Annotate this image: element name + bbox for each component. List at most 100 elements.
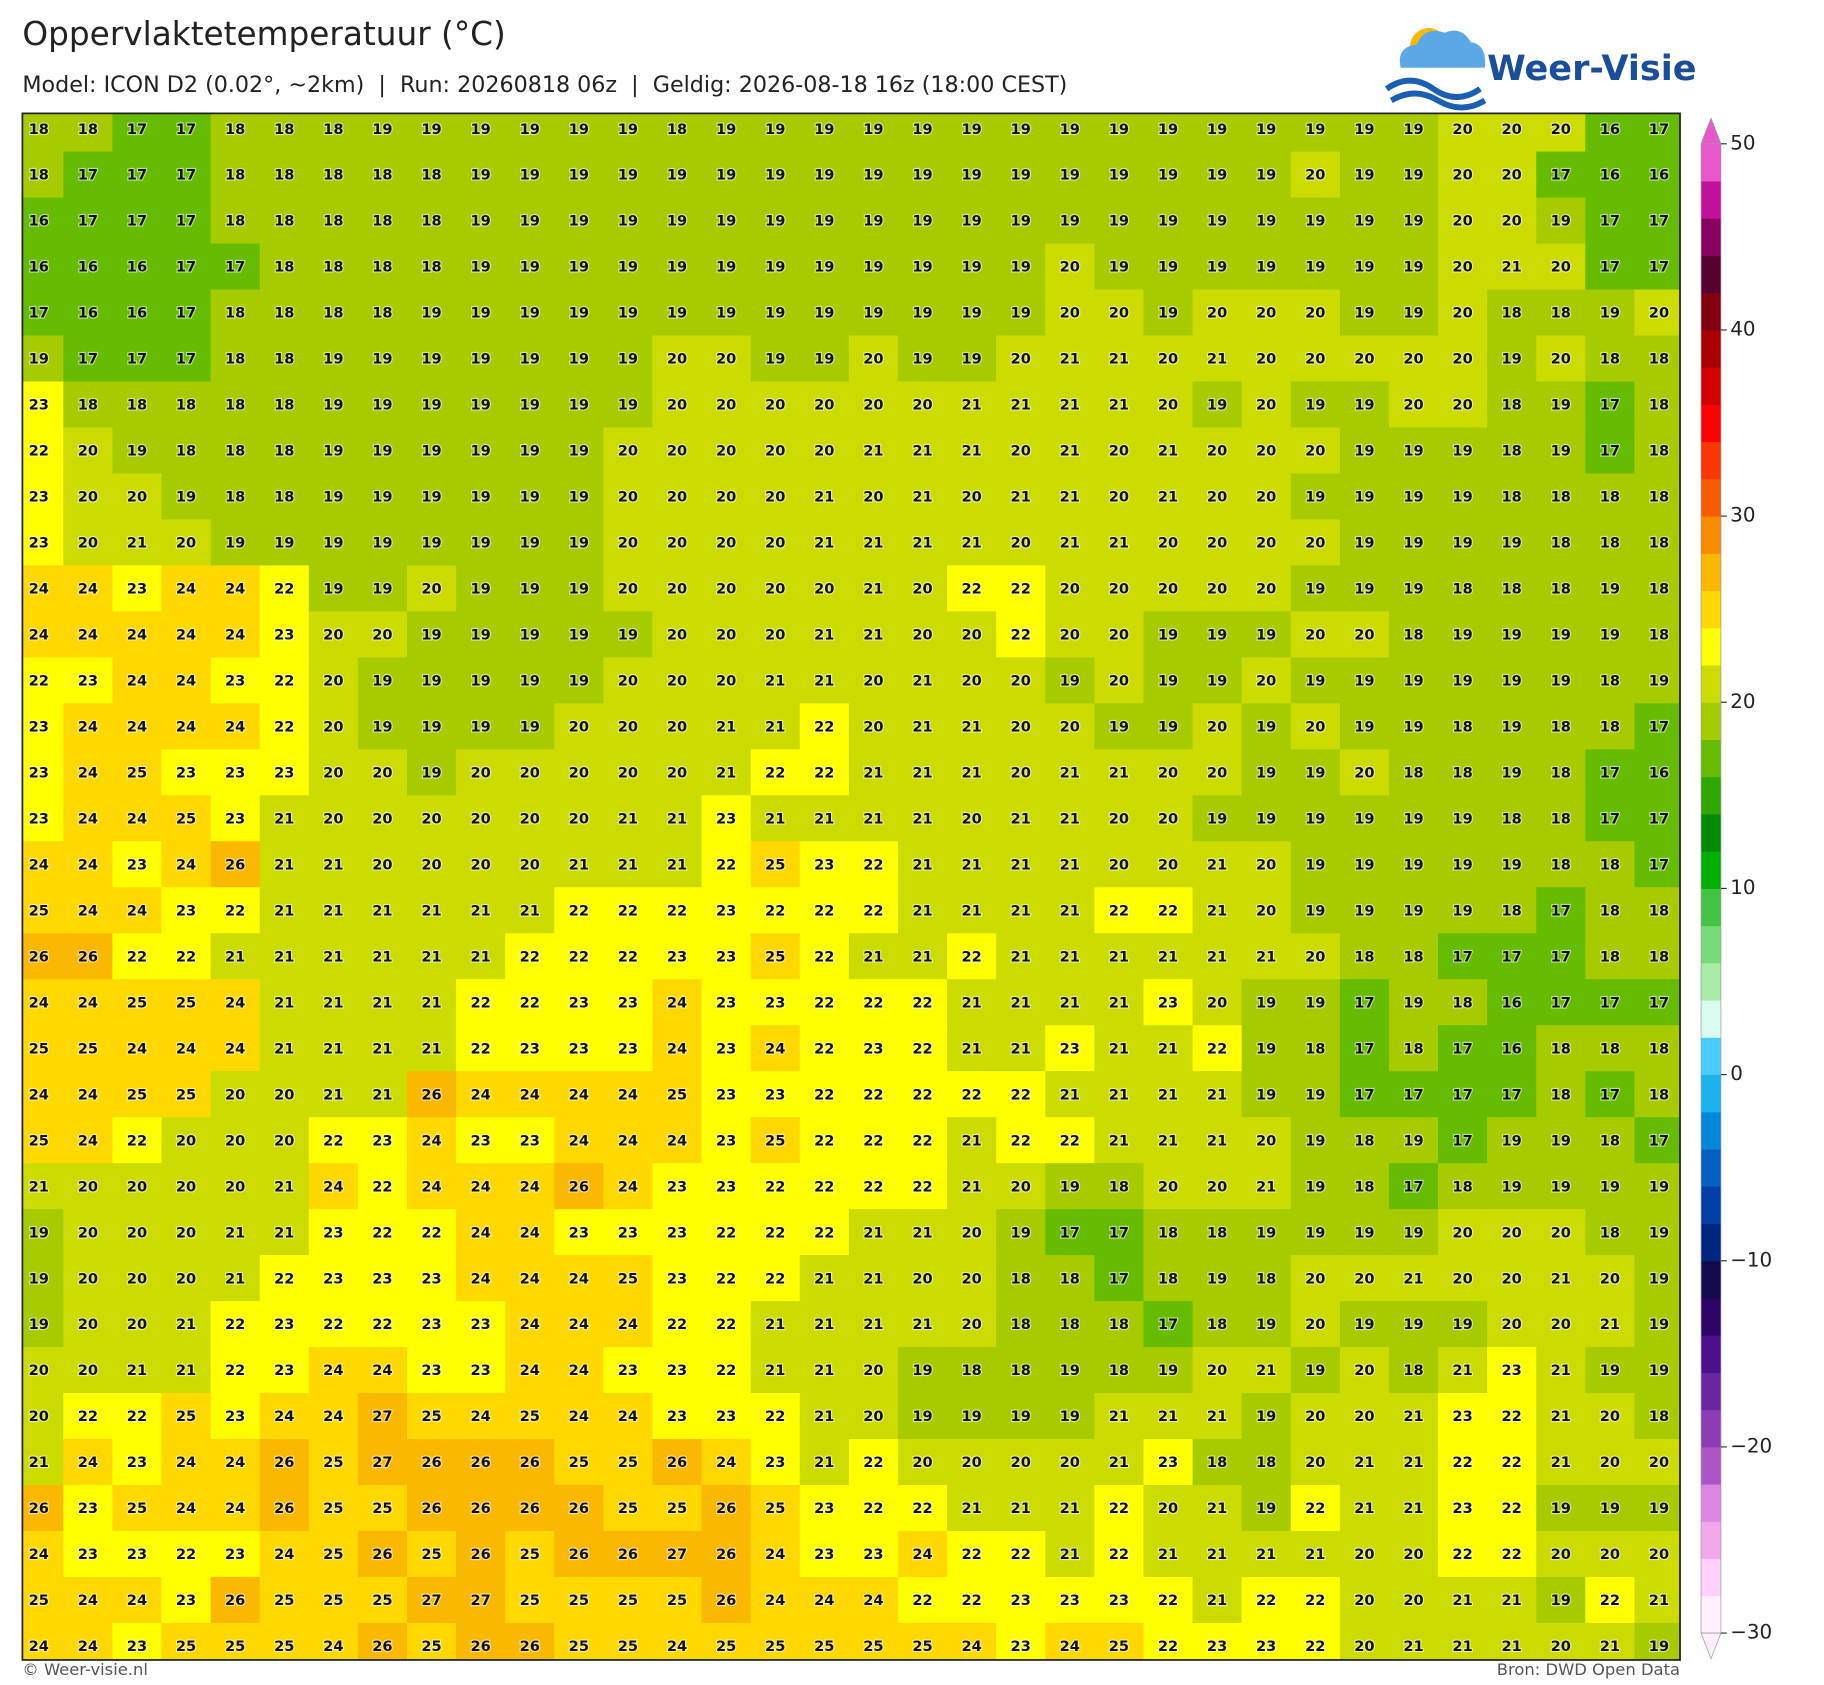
cell (799, 1485, 850, 1532)
cell-label: 21 (323, 1040, 343, 1057)
cell-label: 21 (814, 673, 834, 690)
cell (1585, 197, 1636, 245)
cell-label: 20 (1256, 443, 1276, 460)
cell-label: 19 (323, 397, 343, 414)
cell (406, 151, 457, 199)
cell (1487, 657, 1537, 705)
cell-label: 20 (1600, 1454, 1620, 1471)
cell (161, 1347, 212, 1394)
cell-label: 17 (1551, 948, 1571, 965)
cell-label: 18 (1649, 351, 1669, 368)
cell-label: 22 (716, 1316, 736, 1333)
cell (1094, 381, 1145, 429)
cell-label: 23 (1207, 1638, 1227, 1655)
cell-label: 20 (667, 535, 687, 552)
cell-label: 24 (520, 1224, 540, 1241)
cell-label: 23 (372, 1270, 392, 1287)
cell-label: 21 (912, 1224, 932, 1241)
cell (554, 1255, 605, 1302)
cell-label: 21 (1060, 1086, 1080, 1103)
cell-label: 24 (470, 1086, 490, 1103)
cell (947, 1117, 997, 1164)
cell (848, 427, 899, 475)
cell-label: 20 (1011, 1178, 1031, 1195)
cell-label: 20 (1452, 167, 1472, 184)
cell-label: 19 (912, 1408, 932, 1425)
cell-label: 21 (765, 1362, 785, 1379)
cell-label: 22 (29, 443, 49, 460)
cell-label: 20 (1649, 1454, 1669, 1471)
colorbar-segment (1701, 441, 1721, 480)
cell (1045, 1071, 1096, 1118)
cell-label: 24 (78, 994, 98, 1011)
cell-label: 19 (470, 489, 490, 506)
cell-label: 20 (1256, 351, 1276, 368)
cell-label: 16 (127, 305, 147, 322)
cell (1241, 243, 1292, 291)
cell-label: 19 (912, 213, 932, 230)
cell-label: 24 (29, 994, 49, 1011)
cell (603, 795, 654, 842)
cell (1241, 1117, 1292, 1164)
cell (1241, 151, 1292, 199)
cell (1094, 841, 1145, 888)
cell (161, 795, 212, 842)
colorbar-segment (1701, 702, 1721, 740)
cell-label: 20 (1256, 856, 1276, 873)
cell-label: 24 (470, 1408, 490, 1425)
cell-label: 21 (1109, 1454, 1129, 1471)
cell (406, 473, 457, 521)
cell-label: 24 (78, 1638, 98, 1655)
cell-label: 24 (765, 1546, 785, 1563)
cell (63, 1255, 114, 1302)
cell-label: 20 (618, 535, 638, 552)
cell (259, 1025, 310, 1072)
cell (63, 1347, 114, 1394)
cell (652, 197, 703, 245)
cell-label: 19 (667, 167, 687, 184)
cell (897, 243, 948, 291)
cell-label: 19 (1256, 1040, 1276, 1057)
cell (1045, 1163, 1096, 1210)
colorbar-segment (1701, 1595, 1721, 1634)
cell (603, 1301, 654, 1348)
cell-label: 23 (225, 764, 245, 781)
cell-label: 19 (1649, 673, 1669, 690)
cell-label: 24 (323, 1638, 343, 1655)
cell-label: 26 (520, 1500, 540, 1517)
cell (701, 1393, 752, 1440)
cell (996, 1347, 1046, 1394)
cell-label: 25 (274, 1592, 294, 1609)
cell (308, 1163, 359, 1210)
cell (505, 657, 555, 705)
cell-label: 21 (1502, 1592, 1522, 1609)
cell (1143, 1439, 1194, 1486)
cell-label: 19 (470, 718, 490, 735)
cell (1634, 473, 1681, 521)
cell-label: 22 (765, 1408, 785, 1425)
cell-label: 24 (127, 1040, 147, 1057)
cell (1536, 1255, 1587, 1302)
cell-label: 20 (1551, 1224, 1571, 1241)
cell-label: 19 (1256, 1086, 1276, 1103)
cell (848, 749, 899, 797)
cell-label: 21 (863, 535, 883, 552)
cell-label: 19 (520, 489, 540, 506)
cell (996, 703, 1046, 751)
cell-label: 18 (1502, 305, 1522, 322)
cell-label: 18 (1403, 1362, 1423, 1379)
cell-label: 20 (1158, 351, 1178, 368)
cell (22, 703, 65, 751)
colorbar-segment (1701, 1409, 1721, 1448)
cell (112, 427, 163, 475)
cell-label: 22 (470, 994, 490, 1011)
cell (22, 289, 65, 337)
cell (799, 289, 850, 337)
cell (210, 427, 261, 475)
cell (1339, 1255, 1390, 1302)
cell (161, 565, 212, 613)
cell (406, 979, 457, 1026)
cell-label: 18 (1649, 627, 1669, 644)
cell-label: 21 (814, 1408, 834, 1425)
cell-label: 18 (1452, 718, 1472, 735)
